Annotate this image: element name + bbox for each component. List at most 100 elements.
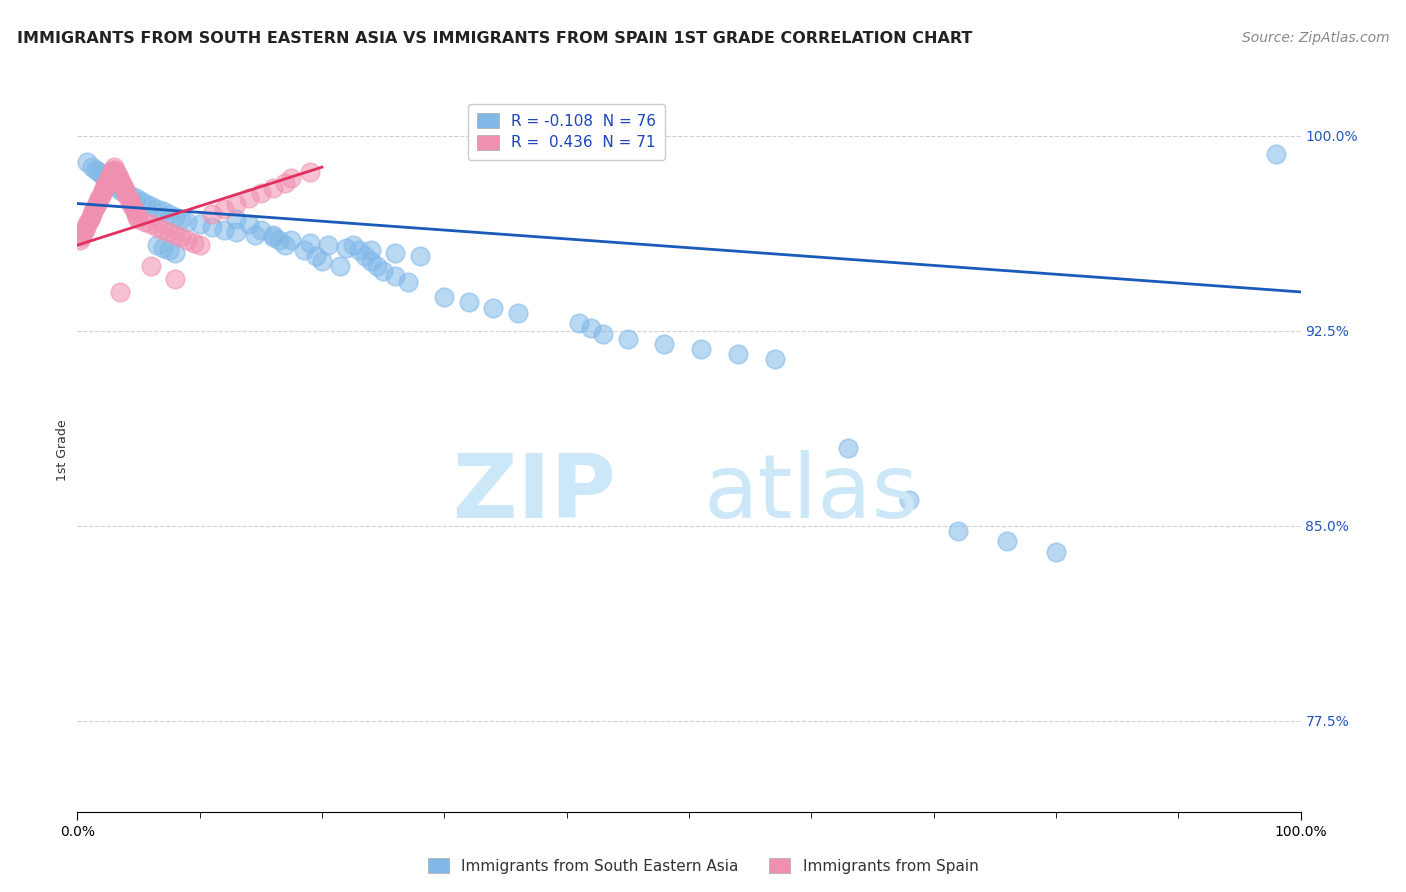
Point — [262, 227, 284, 242]
Point — [112, 181, 135, 195]
Point — [110, 184, 132, 198]
Point — [360, 253, 382, 268]
Point — [316, 238, 339, 252]
Point — [127, 210, 149, 224]
Point — [104, 162, 127, 177]
Point — [146, 202, 169, 216]
Point — [165, 210, 187, 224]
Point — [108, 285, 131, 299]
Point — [87, 194, 110, 208]
Point — [139, 218, 162, 232]
Point — [170, 230, 193, 244]
Point — [280, 170, 302, 185]
Point — [122, 202, 145, 216]
Point — [97, 173, 120, 187]
Point — [298, 235, 321, 250]
Point — [70, 227, 93, 242]
Point — [115, 186, 138, 201]
Point — [579, 321, 602, 335]
Point — [120, 196, 142, 211]
Point — [76, 218, 98, 232]
Point — [329, 259, 352, 273]
Point — [269, 233, 291, 247]
Point — [243, 227, 266, 242]
Point — [89, 191, 111, 205]
Point — [100, 165, 122, 179]
Point — [212, 202, 235, 216]
Point — [98, 168, 121, 182]
Point — [127, 212, 149, 227]
Point — [274, 176, 297, 190]
Point — [118, 191, 141, 205]
Point — [727, 347, 749, 361]
Point — [135, 196, 157, 211]
Point — [837, 441, 859, 455]
Point — [212, 222, 235, 236]
Text: IMMIGRANTS FROM SOUTH EASTERN ASIA VS IMMIGRANTS FROM SPAIN 1ST GRADE CORRELATIO: IMMIGRANTS FROM SOUTH EASTERN ASIA VS IM… — [17, 31, 972, 46]
Point — [146, 238, 169, 252]
Point — [90, 168, 112, 182]
Point — [280, 233, 302, 247]
Point — [80, 207, 103, 221]
Point — [617, 332, 640, 346]
Point — [96, 176, 118, 190]
Point — [152, 222, 174, 236]
Point — [152, 241, 174, 255]
Point — [100, 176, 122, 190]
Point — [77, 215, 100, 229]
Point — [90, 186, 112, 201]
Point — [134, 215, 156, 229]
Point — [139, 259, 162, 273]
Point — [98, 170, 121, 185]
Point — [82, 204, 104, 219]
Point — [94, 178, 117, 193]
Point — [183, 235, 205, 250]
Text: ZIP: ZIP — [453, 450, 616, 537]
Point — [305, 248, 328, 262]
Point — [238, 191, 260, 205]
Point — [73, 222, 96, 236]
Point — [482, 301, 505, 315]
Point — [384, 246, 406, 260]
Point — [250, 186, 273, 201]
Point — [225, 212, 247, 227]
Point — [157, 207, 180, 221]
Point — [1265, 147, 1288, 161]
Point — [157, 244, 180, 258]
Point — [110, 176, 132, 190]
Point — [125, 191, 148, 205]
Point — [366, 259, 388, 273]
Point — [89, 165, 111, 179]
Point — [84, 199, 107, 213]
Point — [262, 181, 284, 195]
Point — [1045, 545, 1067, 559]
Point — [94, 170, 117, 185]
Y-axis label: 1st Grade: 1st Grade — [56, 419, 69, 482]
Point — [69, 233, 91, 247]
Point — [84, 162, 107, 177]
Point — [139, 199, 162, 213]
Point — [146, 219, 169, 234]
Point — [188, 218, 211, 232]
Point — [111, 178, 134, 193]
Point — [152, 204, 174, 219]
Point — [103, 160, 125, 174]
Point — [763, 352, 786, 367]
Point — [118, 194, 141, 208]
Point — [225, 196, 247, 211]
Point — [114, 184, 136, 198]
Point — [995, 534, 1018, 549]
Point — [124, 204, 146, 219]
Point — [165, 246, 187, 260]
Point — [83, 202, 105, 216]
Point — [117, 188, 139, 202]
Point — [946, 524, 969, 538]
Point — [568, 316, 591, 330]
Point — [90, 188, 112, 202]
Point — [353, 248, 375, 262]
Point — [75, 219, 97, 234]
Point — [188, 238, 211, 252]
Point — [108, 170, 131, 185]
Point — [107, 181, 129, 195]
Point — [91, 184, 114, 198]
